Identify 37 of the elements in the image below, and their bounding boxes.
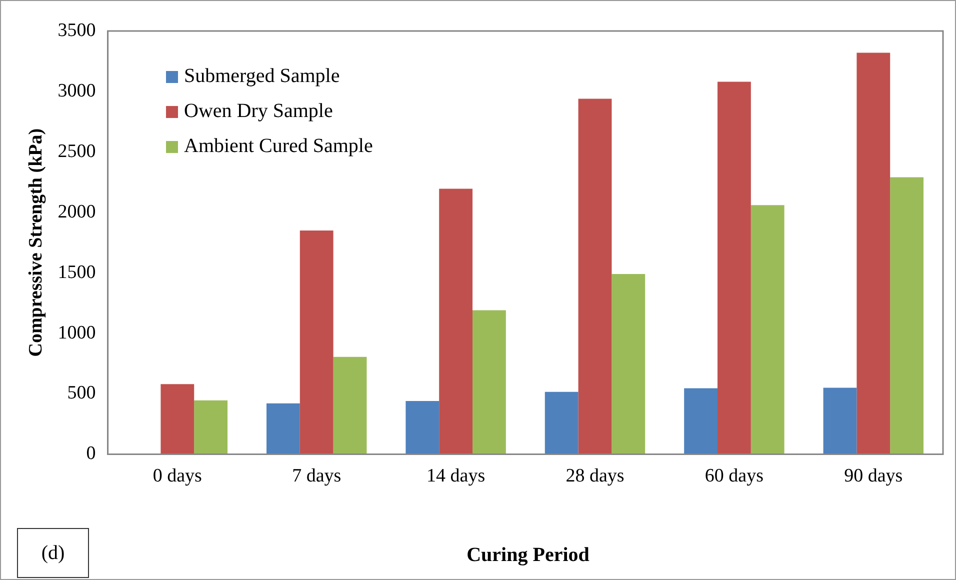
bar <box>612 274 646 454</box>
bar <box>684 388 718 454</box>
bar <box>439 188 473 454</box>
bar <box>300 230 334 454</box>
legend-label: Ambient Cured Sample <box>184 135 373 158</box>
x-tick-label: 28 days <box>566 466 624 487</box>
bar <box>578 98 612 454</box>
bar <box>823 388 857 454</box>
x-tick-label: 60 days <box>704 466 764 487</box>
bar <box>406 401 440 454</box>
y-tick-label: 0 <box>86 443 96 464</box>
bar <box>717 82 751 454</box>
bar <box>194 400 228 454</box>
x-tick-label: 90 days <box>844 466 903 487</box>
bar <box>544 392 578 454</box>
y-tick-label: 3000 <box>58 80 96 102</box>
bar <box>750 205 784 454</box>
y-tick-label: 3500 <box>58 20 96 41</box>
x-tick-label: 7 days <box>292 466 342 487</box>
legend-label: Owen Dry Sample <box>184 100 333 123</box>
legend-label: Submerged Sample <box>184 65 340 88</box>
y-tick-label: 1000 <box>58 322 96 344</box>
x-tick-label: 14 days <box>426 466 486 487</box>
x-tick-label: 0 days <box>152 466 202 487</box>
y-tick-label: 2000 <box>58 201 96 222</box>
y-tick-label: 500 <box>67 382 96 404</box>
bar <box>856 52 890 454</box>
y-tick-label: 2500 <box>58 140 96 162</box>
y-axis-title: Compressive Strength (kPa) <box>25 128 46 357</box>
y-tick-label: 1500 <box>58 262 96 283</box>
bar <box>266 403 300 454</box>
text: (d) <box>17 528 89 578</box>
bar <box>333 356 367 454</box>
bar <box>472 310 506 454</box>
bar <box>160 384 194 454</box>
bar <box>890 177 924 454</box>
x-axis-title: Curing Period <box>466 544 590 566</box>
